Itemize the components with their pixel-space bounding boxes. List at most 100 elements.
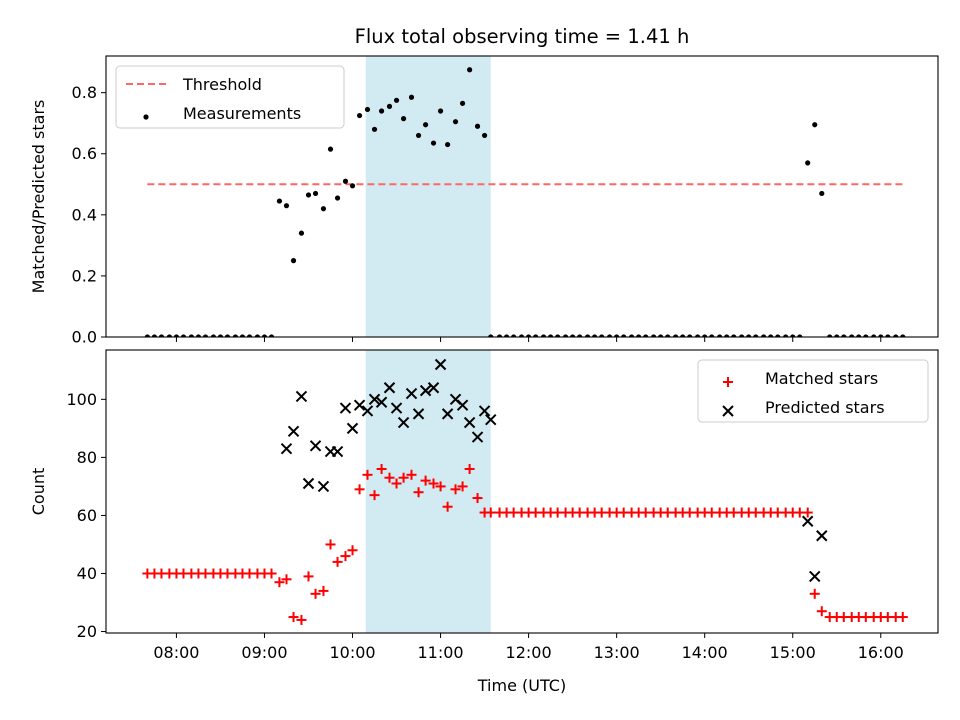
data-point (354, 484, 365, 495)
data-point (274, 577, 285, 588)
data-point (298, 230, 305, 236)
data-point (584, 334, 591, 337)
data-point (280, 442, 293, 455)
series-matched-stars (142, 464, 908, 625)
data-point (246, 334, 253, 337)
data-point (287, 425, 300, 437)
data-point (775, 334, 781, 337)
data-point (478, 405, 491, 417)
data-point (412, 408, 425, 420)
data-point (680, 334, 686, 337)
data-point (346, 422, 359, 435)
data-point (266, 568, 277, 579)
data-point (325, 539, 336, 550)
data-point (863, 334, 869, 337)
y-tick-label: 40 (77, 564, 97, 583)
x-tick-label: 14:00 (682, 643, 728, 662)
data-point (400, 116, 407, 122)
data-point (362, 469, 373, 480)
data-point (202, 334, 209, 337)
y-tick-label: 0.2 (72, 266, 97, 285)
data-point (268, 334, 275, 337)
y-tick-label: 0.4 (72, 205, 97, 224)
data-point (441, 408, 454, 420)
plot-area (142, 358, 908, 625)
data-point (849, 334, 855, 337)
data-point (816, 606, 827, 617)
y-tick-label: 20 (77, 622, 97, 641)
data-point (428, 478, 439, 489)
data-point (834, 334, 840, 337)
data-point (802, 507, 813, 518)
data-point (636, 334, 642, 337)
legend-label: Threshold (182, 75, 262, 94)
data-point (457, 481, 468, 492)
data-point (166, 334, 172, 337)
data-point (356, 112, 363, 119)
data-point (339, 402, 352, 414)
series-measurements (144, 67, 906, 337)
data-point (347, 545, 358, 556)
data-point (548, 334, 554, 337)
data-point (452, 119, 459, 125)
data-point (349, 183, 356, 189)
data-point (526, 334, 532, 337)
data-point (419, 384, 432, 397)
data-point (340, 551, 351, 562)
data-point (450, 484, 461, 495)
data-point (816, 530, 828, 542)
data-point (673, 334, 679, 337)
data-point (442, 501, 453, 512)
data-point (303, 571, 314, 582)
data-point (427, 382, 440, 394)
data-point (555, 334, 561, 337)
data-point (288, 612, 299, 623)
data-point (397, 416, 410, 429)
data-point (430, 140, 437, 146)
data-point (361, 405, 374, 417)
data-point (533, 334, 539, 337)
highlight-span (365, 350, 491, 633)
data-point (420, 475, 431, 486)
data-point (474, 123, 481, 129)
data-point (592, 334, 598, 337)
data-point (353, 399, 366, 411)
data-point (768, 334, 774, 337)
data-point (327, 146, 334, 152)
data-point (305, 192, 312, 198)
data-point (158, 334, 165, 337)
legend-label: Matched stars (765, 369, 878, 388)
data-point (731, 334, 737, 337)
data-point (753, 334, 759, 337)
data-point (390, 402, 403, 414)
x-tick-label: 09:00 (241, 643, 287, 662)
legend-box (697, 359, 929, 423)
data-point (369, 490, 380, 501)
data-point (398, 472, 409, 483)
data-point (471, 431, 484, 443)
data-point (232, 334, 239, 337)
data-point (434, 358, 447, 371)
x-tick-label: 10:00 (329, 643, 375, 662)
legend-label: Measurements (183, 104, 301, 123)
legend: Threshold Measurements (115, 65, 345, 129)
data-point (391, 478, 402, 489)
data-point (317, 480, 330, 493)
data-point (405, 387, 418, 400)
data-point (511, 334, 517, 337)
data-point (239, 334, 246, 337)
data-point (897, 612, 908, 623)
data-point (599, 334, 605, 337)
data-point (746, 334, 752, 337)
data-point (607, 334, 613, 337)
data-point (173, 334, 180, 337)
data-point (801, 515, 814, 527)
data-point (812, 122, 818, 128)
data-point (878, 334, 884, 337)
data-point (254, 334, 261, 337)
data-point (435, 481, 446, 492)
data-point (900, 334, 906, 337)
data-point (312, 190, 319, 197)
data-point (295, 390, 308, 403)
data-point (151, 334, 158, 337)
